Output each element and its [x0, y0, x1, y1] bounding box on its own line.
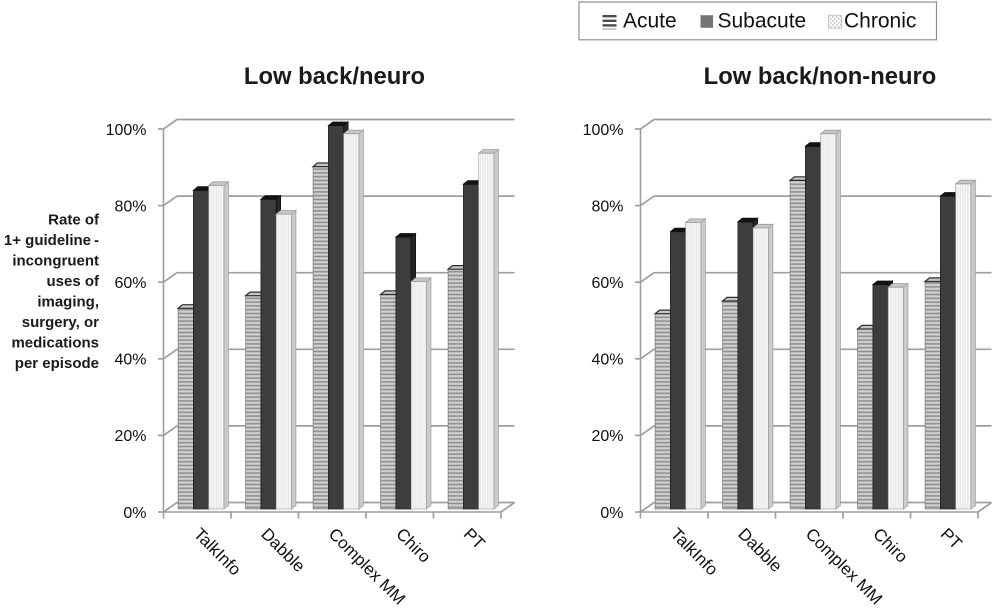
svg-text:incongruent: incongruent — [12, 253, 99, 270]
svg-text:0%: 0% — [123, 505, 146, 522]
svg-text:Low back/neuro: Low back/neuro — [244, 63, 425, 90]
svg-text:uses of: uses of — [46, 273, 100, 290]
svg-text:40%: 40% — [591, 352, 623, 369]
svg-text:40%: 40% — [114, 352, 146, 369]
svg-text:Subacute: Subacute — [718, 10, 807, 33]
svg-text:100%: 100% — [583, 122, 624, 139]
svg-text:imaging,: imaging, — [37, 294, 99, 311]
svg-text:80%: 80% — [591, 198, 623, 215]
svg-text:per episode: per episode — [15, 355, 99, 372]
svg-text:80%: 80% — [114, 198, 146, 215]
svg-text:Acute: Acute — [623, 10, 677, 33]
svg-text:100%: 100% — [106, 122, 147, 139]
svg-text:Chronic: Chronic — [844, 10, 916, 33]
svg-text:1+ guideline -: 1+ guideline - — [4, 232, 99, 249]
svg-text:medications: medications — [11, 335, 99, 352]
svg-text:surgery, or: surgery, or — [22, 314, 99, 331]
svg-text:60%: 60% — [114, 275, 146, 292]
svg-text:Rate of: Rate of — [48, 212, 100, 229]
svg-text:20%: 20% — [591, 428, 623, 445]
svg-text:20%: 20% — [114, 428, 146, 445]
svg-text:60%: 60% — [591, 275, 623, 292]
svg-text:0%: 0% — [600, 505, 623, 522]
svg-text:Low back/non-neuro: Low back/non-neuro — [704, 63, 937, 90]
